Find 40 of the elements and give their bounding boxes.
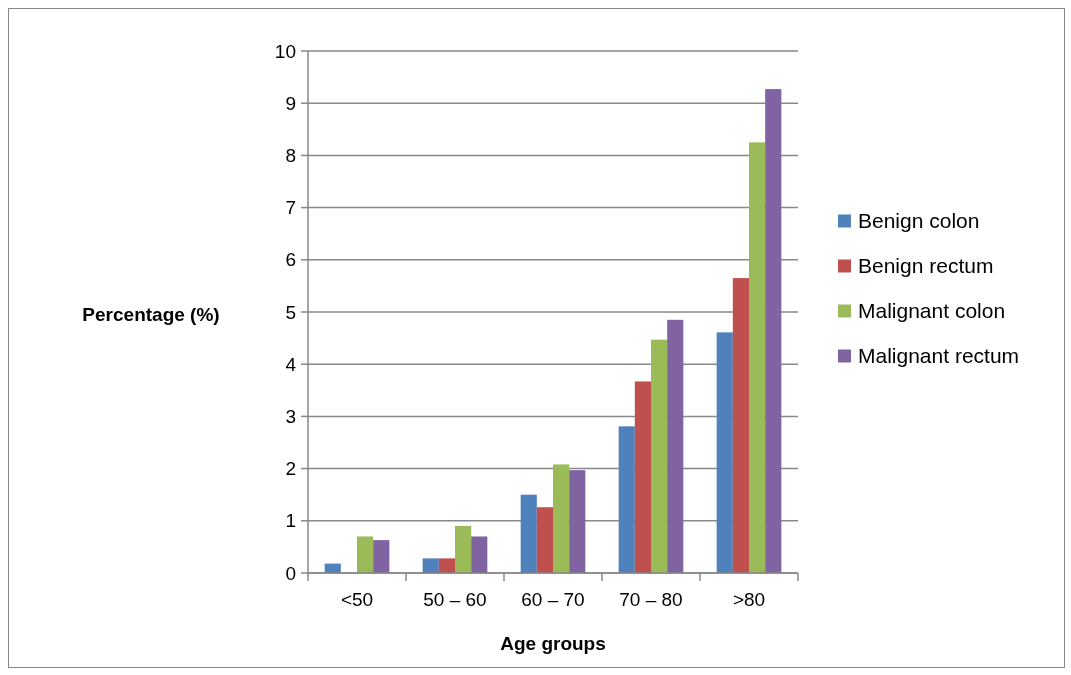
- bar: [553, 464, 570, 573]
- bar: [634, 381, 651, 573]
- bar: [455, 526, 472, 573]
- bar: [520, 494, 537, 573]
- bar: [422, 558, 439, 573]
- y-tick-label: 10: [274, 40, 296, 62]
- y-tick-label: 1: [285, 510, 296, 532]
- bar: [471, 536, 488, 573]
- bar: [618, 426, 635, 573]
- y-tick-label: 3: [285, 406, 296, 428]
- x-tick-label: 50 – 60: [423, 589, 487, 610]
- x-tick-label: <50: [340, 589, 374, 610]
- legend-label: Benign rectum: [858, 253, 994, 277]
- legend-label: Malignant colon: [858, 298, 1006, 322]
- y-tick-label: 6: [285, 249, 296, 271]
- y-tick-label: 4: [285, 353, 297, 375]
- y-tick-label: 0: [285, 562, 296, 584]
- bar: [765, 89, 782, 573]
- y-tick-label: 7: [285, 197, 296, 219]
- x-tick-label: 70 – 80: [619, 589, 683, 610]
- bar: [438, 558, 455, 573]
- legend-label: Malignant rectum: [858, 343, 1020, 367]
- y-tick-label: 8: [285, 145, 296, 167]
- bar: [536, 507, 553, 573]
- bar: [357, 536, 374, 573]
- y-tick-label: 2: [285, 458, 296, 480]
- y-tick-label: 9: [285, 92, 296, 114]
- bar: [732, 278, 749, 573]
- bar: [373, 540, 390, 573]
- x-tick-label: >80: [732, 589, 766, 610]
- bar: [651, 339, 668, 573]
- bar: [667, 319, 684, 573]
- bar: [716, 332, 733, 573]
- x-tick-label: 60 – 70: [521, 589, 585, 610]
- bar: [569, 470, 586, 573]
- legend-label: Benign colon: [858, 208, 980, 232]
- y-tick-label: 5: [285, 301, 296, 323]
- x-axis-title: Age groups: [500, 633, 606, 654]
- y-axis-title: Percentage (%): [82, 303, 220, 325]
- bar: [749, 142, 766, 573]
